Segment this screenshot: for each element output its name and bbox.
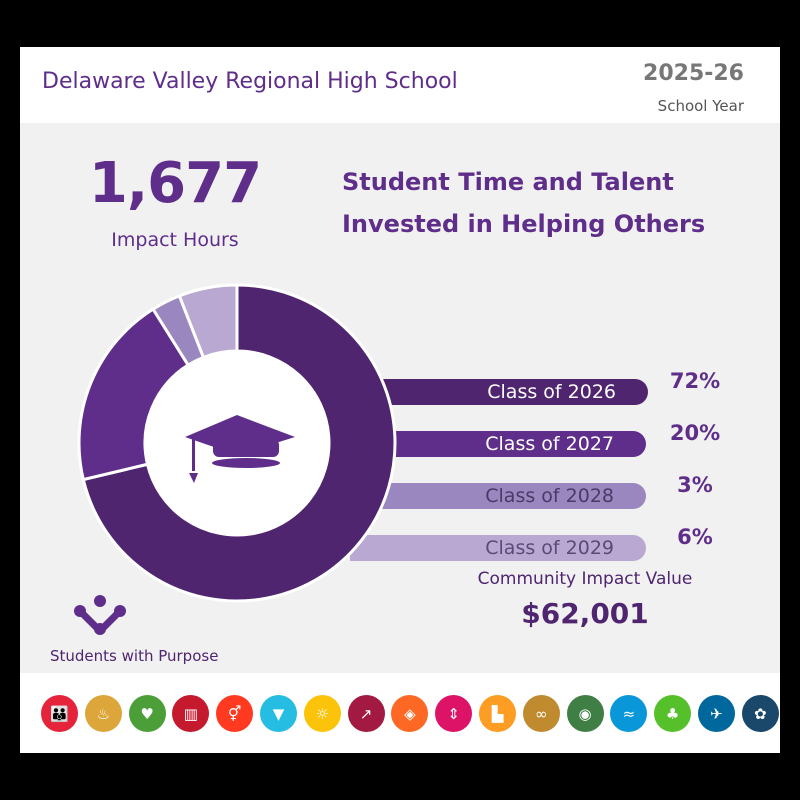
good-health-icon: ♥ [128,695,166,732]
zero-hunger-icon: ♨ [84,695,122,732]
headline-line-1: Student Time and Talent [342,168,674,196]
header: Delaware Valley Regional High School 202… [20,47,780,123]
gender-equality-icon: ⚥ [216,695,254,732]
bar-class-of-2029: Class of 2029 [350,535,646,561]
peace-justice-icon: ✈ [697,695,735,732]
industry-innovation-icon: ◈ [391,695,429,732]
percent-label: 3% [677,473,713,497]
headline: Student Time and Talent Invested in Help… [342,161,762,245]
life-below-water-icon: ≈ [610,695,648,732]
donut-chart [77,283,397,603]
percent-label: 20% [669,421,721,445]
climate-action-icon: ◉ [566,695,604,732]
clean-energy-icon: ☼ [303,695,341,732]
percent-label: 72% [669,369,721,393]
sdg-icons-row: 👪 ♨ ♥ ▥ ⚥ ▼ ☼ ↗ ◈ ⇕ ▙ ∞ ◉ ≈ ♣ ✈ ✿ [41,695,779,732]
impact-card: Delaware Valley Regional High School 202… [20,47,780,753]
sustainable-cities-icon: ▙ [478,695,516,732]
partnerships-icon: ✿ [741,695,779,732]
impact-hours-value: 1,677 [88,151,262,216]
reduced-inequalities-icon: ⇕ [435,695,473,732]
impact-hours-label: Impact Hours [111,229,239,251]
school-title: Delaware Valley Regional High School [42,69,458,94]
main-panel: 1,677 Impact Hours Student Time and Tale… [20,123,780,673]
community-impact-label: Community Impact Value [477,569,693,589]
community-impact-value: $62,001 [521,597,649,630]
bar-class-of-2026: Class of 2026 [350,379,648,405]
responsible-consumption-icon: ∞ [522,695,560,732]
students-with-purpose-logo [74,595,126,635]
school-year-label: School Year [657,97,744,115]
life-on-land-icon: ♣ [654,695,692,732]
decent-work-icon: ↗ [347,695,385,732]
school-year: 2025-26 [643,61,744,86]
bar-class-of-2028: Class of 2028 [350,483,646,509]
no-poverty-icon: 👪 [41,695,78,732]
clean-water-icon: ▼ [259,695,297,732]
quality-education-icon: ▥ [172,695,210,732]
graduation-cap-icon [185,415,295,483]
brand-name: Students with Purpose [50,647,219,665]
bar-class-of-2027: Class of 2027 [350,431,646,457]
headline-line-2: Invested in Helping Others [342,210,706,238]
percent-label: 6% [677,525,713,549]
